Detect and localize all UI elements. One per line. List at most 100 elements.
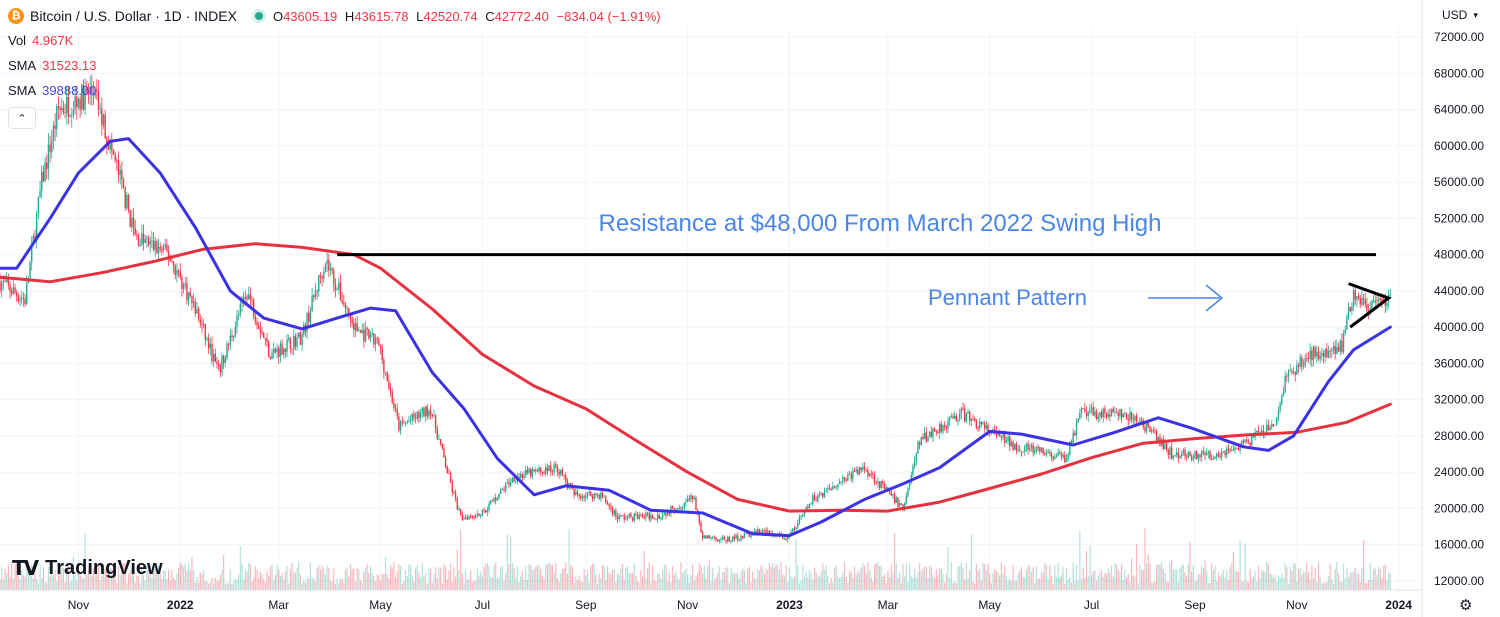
volume-bar <box>485 564 487 590</box>
volume-bar <box>648 562 650 590</box>
volume-bar <box>982 563 984 590</box>
volume-bar <box>47 567 50 590</box>
volume-bar <box>276 565 278 590</box>
collapse-indicators-button[interactable]: ⌃ <box>8 107 36 129</box>
candle-body <box>661 514 664 519</box>
gear-icon[interactable]: ⚙ <box>1459 597 1473 614</box>
candle-body <box>848 474 851 476</box>
candle-body <box>51 140 53 152</box>
candle-body <box>563 475 565 476</box>
volume-bar <box>636 581 639 590</box>
candle-body <box>1152 430 1154 432</box>
volume-bar <box>939 568 941 590</box>
volume-bar <box>770 566 772 590</box>
volume-bar <box>419 577 422 590</box>
volume-bar <box>688 582 690 590</box>
volume-bar <box>1102 576 1104 590</box>
volume-bar <box>687 574 689 590</box>
candle-body <box>171 260 173 262</box>
candle-body <box>398 416 400 431</box>
currency-selector[interactable]: USD ▾ <box>1442 8 1478 22</box>
volume-bar <box>59 572 61 590</box>
volume-bar <box>743 570 745 590</box>
volume-bar <box>1049 565 1051 590</box>
volume-bar <box>77 570 80 590</box>
volume-bar <box>1388 572 1390 590</box>
candle-body <box>588 491 590 493</box>
candle-body <box>5 279 8 282</box>
time-axis[interactable]: Nov 2022 Mar May Jul Sep Nov 2023 Mar May Jul Sep No… <box>0 589 1422 612</box>
candle-body <box>106 138 108 143</box>
volume-bar <box>213 583 215 590</box>
indicator-volume[interactable]: Vol 4.967K <box>8 33 73 48</box>
volume-bar <box>863 565 866 590</box>
volume-bar <box>596 583 599 590</box>
candle-body <box>244 296 247 300</box>
volume-bar <box>363 572 365 590</box>
volume-bar <box>680 561 682 590</box>
candle-body <box>1089 409 1091 413</box>
candle-body <box>132 217 135 228</box>
candle-body <box>91 87 93 93</box>
indicator-sma-200[interactable]: SMA 31523.13 <box>8 58 96 73</box>
volume-bar <box>1172 569 1174 590</box>
volume-bar <box>1241 581 1243 590</box>
chevron-up-icon: ⌃ <box>17 112 27 125</box>
candle-body <box>448 472 450 474</box>
candle-body <box>650 515 652 520</box>
volume-bar <box>233 581 235 590</box>
volume-bar <box>94 566 96 590</box>
volume-bar <box>682 572 684 590</box>
symbol-title[interactable]: Bitcoin / U.S. Dollar · 1D · INDEX <box>30 8 237 24</box>
candle-body <box>840 481 842 483</box>
symbol-header: ₿ Bitcoin / U.S. Dollar · 1D · INDEX O43… <box>8 6 665 26</box>
pennant-arrow-head-icon <box>1205 284 1224 312</box>
volume-bar <box>112 570 115 590</box>
volume-bar <box>1257 565 1260 590</box>
volume-bar <box>1239 540 1241 590</box>
volume-bar <box>236 580 238 590</box>
time-tick-label: Jul <box>475 598 490 612</box>
volume-bar <box>500 567 502 590</box>
volume-bar <box>1344 578 1346 590</box>
market-status-icon[interactable] <box>254 12 263 20</box>
candle-body <box>610 506 612 509</box>
volume-bar <box>381 573 383 590</box>
candle-body <box>620 515 622 517</box>
volume-bar <box>979 568 981 590</box>
candle-body <box>877 481 879 484</box>
volume-bar <box>513 568 515 590</box>
candle-body <box>1107 414 1109 417</box>
candle-body <box>129 209 131 227</box>
candle-body <box>1154 430 1156 432</box>
candle-body <box>681 507 684 509</box>
candle-body <box>1179 455 1181 459</box>
volume-bar <box>712 567 714 590</box>
volume-bar <box>298 561 300 590</box>
candle-body <box>1224 451 1226 456</box>
candle-body <box>221 355 223 373</box>
candle-body <box>663 513 665 515</box>
ohlc-close: 42772.40 <box>494 8 549 24</box>
indicator-sma-50[interactable]: SMA 39888.00 <box>8 83 96 98</box>
candle-body <box>89 87 91 95</box>
volume-bar <box>1161 562 1163 590</box>
volume-bar <box>1286 566 1288 590</box>
volume-bar <box>323 567 325 590</box>
price-axis[interactable]: 12000.0016000.0020000.0024000.0028000.00… <box>1421 0 1484 617</box>
tradingview-logo[interactable]: TV TradingView <box>12 556 163 580</box>
sma-200-line <box>0 242 1392 513</box>
candle-body <box>855 469 857 472</box>
volume-bar <box>556 578 559 590</box>
volume-bar <box>1019 570 1021 590</box>
volume-bar <box>1337 573 1340 590</box>
candle-body <box>1379 298 1381 300</box>
candle-body <box>1226 448 1228 456</box>
volume-bar <box>428 568 430 590</box>
candle-body <box>1281 395 1283 404</box>
candle-body <box>443 448 445 458</box>
candle-body <box>1095 411 1098 419</box>
volume-bar <box>1247 582 1250 590</box>
candle-body <box>1312 347 1315 361</box>
